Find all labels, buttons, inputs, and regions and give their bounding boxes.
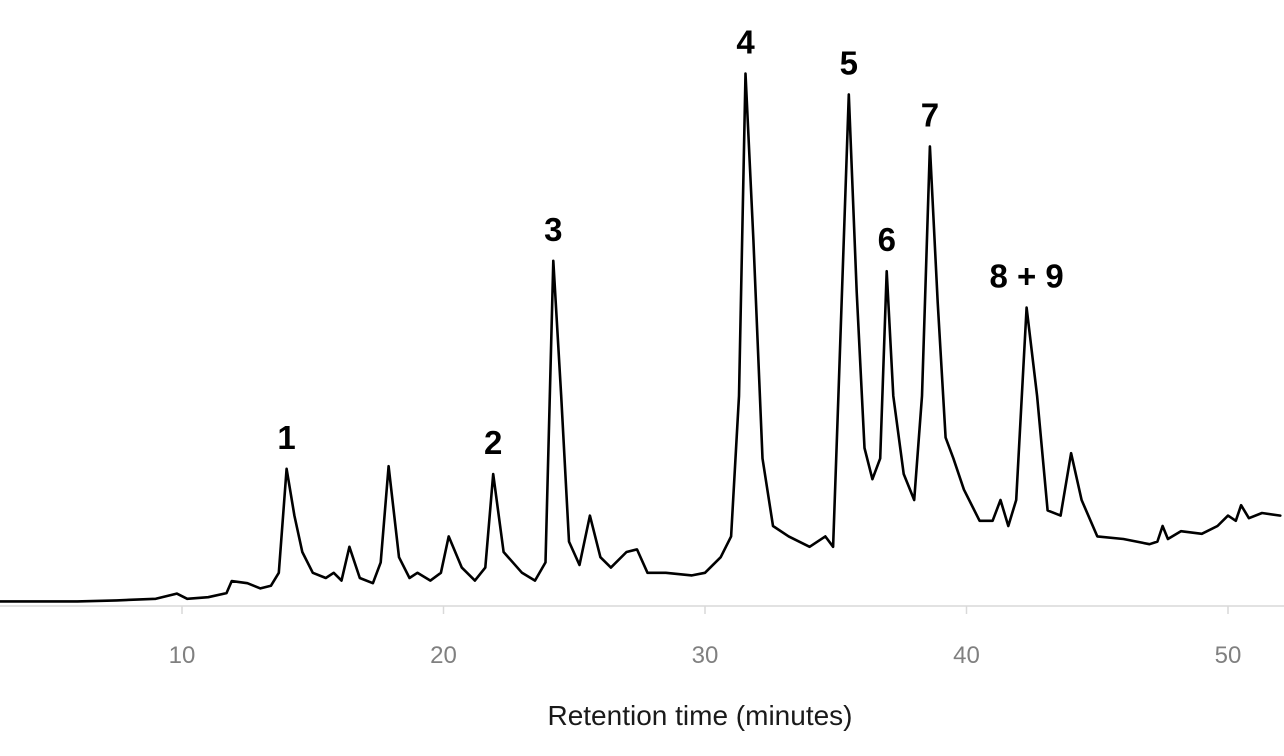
- peak-label-1: 1: [277, 419, 295, 456]
- peak-label-6: 6: [878, 221, 896, 258]
- x-axis-ticks: 10 20 30 40 50: [169, 606, 1242, 669]
- x-tick-label-10: 10: [169, 642, 196, 669]
- peak-label-8: 8 + 9: [989, 258, 1063, 295]
- peak-label-7: 7: [921, 96, 939, 133]
- peak-label-3: 3: [544, 211, 562, 248]
- chromatogram-trace: [0, 72, 1282, 603]
- x-tick-label-50: 50: [1215, 642, 1242, 669]
- peak-label-2: 2: [484, 424, 502, 461]
- x-tick-label-20: 20: [430, 642, 457, 669]
- peak-label-4: 4: [736, 24, 755, 61]
- x-tick-label-40: 40: [953, 642, 980, 669]
- peak-label-5: 5: [840, 44, 858, 81]
- x-tick-label-30: 30: [692, 642, 719, 669]
- peak-labels: 1 2 3 4 5 6 7 8 + 9: [277, 24, 1063, 461]
- x-axis-title: Retention time (minutes): [547, 700, 852, 731]
- plot-area: 10 20 30 40 50 1 2 3 4 5 6 7 8 + 9: [0, 24, 1284, 669]
